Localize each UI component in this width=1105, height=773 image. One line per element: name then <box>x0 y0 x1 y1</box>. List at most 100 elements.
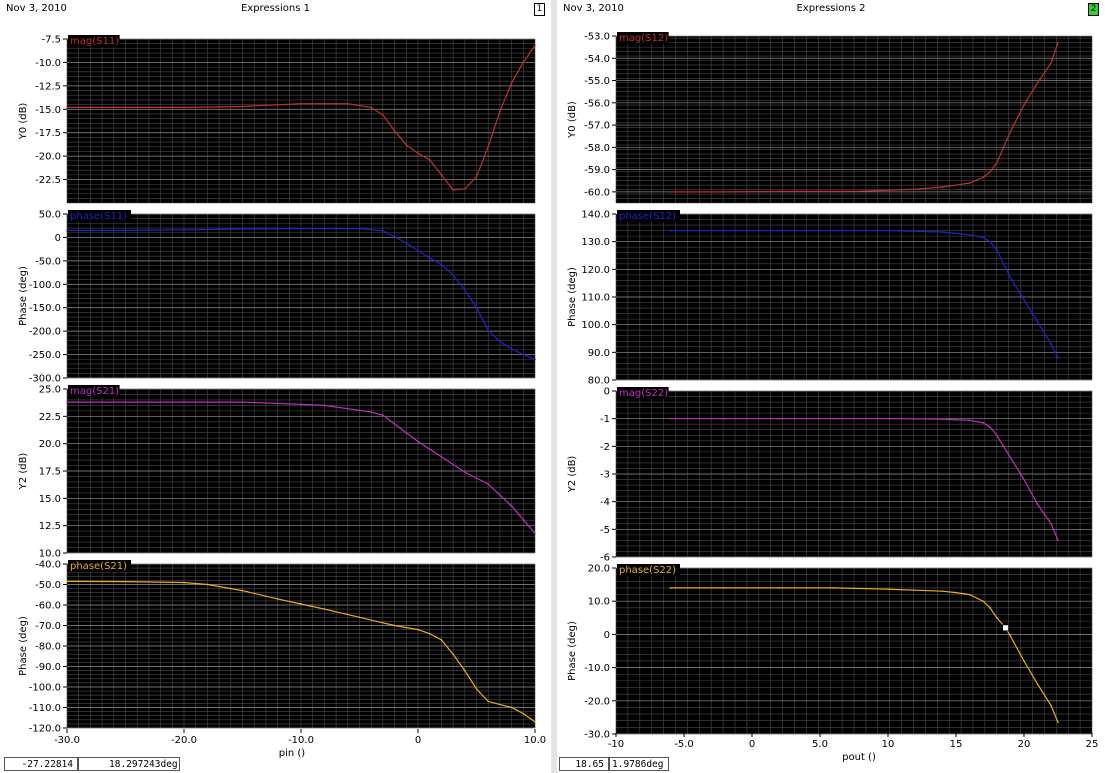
y-tick-label: -15.0 <box>35 105 61 116</box>
data-point <box>887 189 889 192</box>
x-tick-label: -30.0 <box>54 735 80 746</box>
x-tick-label: -5.0 <box>674 739 694 750</box>
plot-panel-mag-s22: 0 -1 -2 -3 -4 -5 -6 Y2 (dB) mag(S22) <box>567 387 1093 564</box>
data-point <box>382 114 384 116</box>
x-tick-label: 20 <box>1018 739 1031 750</box>
y-tick-label: 110.0 <box>581 293 610 304</box>
y-axis-label: Phase (deg) <box>567 621 578 681</box>
x-tick-label: 0 <box>749 739 755 750</box>
data-point <box>428 159 431 161</box>
x-tick-label: -10.0 <box>288 735 314 746</box>
window-index-badge[interactable]: 2 <box>1088 3 1099 16</box>
data-point <box>323 102 326 105</box>
data-point <box>860 190 862 192</box>
data-point <box>347 102 349 105</box>
data-point <box>499 110 501 112</box>
data-point <box>669 229 672 232</box>
y-axis-label: Y0 (dB) <box>567 101 578 139</box>
data-point <box>1036 81 1039 84</box>
data-point <box>300 227 302 230</box>
data-point <box>382 230 384 232</box>
plot-panel-phase-s11: 50.0 0 -50.0 -100.0 -150.0 -200.0 -250.0 -300.0… <box>18 210 536 385</box>
window-date: Nov 3, 2010 <box>563 3 624 14</box>
data-point <box>669 587 672 589</box>
series-line <box>670 42 1059 193</box>
y-tick-label: -20.0 <box>35 152 61 163</box>
data-point <box>887 417 889 420</box>
window-date: Nov 3, 2010 <box>6 3 67 14</box>
window-header: Nov 3, 2010 Expressions 1 1 <box>0 0 551 17</box>
y-axis-label: Y0 (dB) <box>18 103 29 141</box>
y-tick-label: 130.0 <box>581 237 610 248</box>
y-tick-label: 120.0 <box>581 265 610 276</box>
y-tick-label: 20.0 <box>588 564 610 575</box>
y-tick-label: -100.0 <box>29 280 61 291</box>
x-axis: -10 -5.0 0 5.0 10 15 20 25 pout () <box>608 733 1098 763</box>
y-axis-label: Phase (deg) <box>18 616 29 676</box>
y-tick-label: -80.0 <box>35 642 61 653</box>
y-tick-label: 10.0 <box>39 549 61 560</box>
data-point <box>989 171 991 173</box>
x-tick-label: 15 <box>950 739 963 750</box>
window-index-badge[interactable]: 1 <box>534 3 545 16</box>
trace-label: phase(S21) <box>70 561 127 572</box>
data-point <box>1009 276 1012 279</box>
data-point <box>464 188 466 190</box>
trace-label-bg <box>617 210 680 222</box>
trace-label-bg <box>617 564 680 576</box>
data-point <box>393 423 396 425</box>
trace-label-bg <box>68 560 131 572</box>
data-point <box>66 106 68 109</box>
data-point <box>440 639 443 641</box>
x-tick-label: 5.0 <box>812 739 828 750</box>
x-tick-label: 10.0 <box>524 735 546 746</box>
x-tick-label: -10 <box>608 739 624 750</box>
data-point <box>66 401 68 403</box>
data-point <box>982 176 984 179</box>
y-tick-label: 0 <box>604 630 610 641</box>
trace-label: mag(S11) <box>70 36 119 47</box>
data-point <box>323 404 326 407</box>
data-point <box>1036 321 1039 323</box>
data-point <box>778 229 780 232</box>
y-tick-label: -5 <box>600 525 610 536</box>
y-tick-label: -150.0 <box>29 303 61 314</box>
y-tick-label: 15.0 <box>39 494 61 505</box>
y-tick-label: -40.0 <box>35 560 61 571</box>
data-point <box>996 162 998 164</box>
data-point <box>393 130 396 132</box>
expressions-2-window: Nov 3, 2010 Expressions 2 2 -53.0 -54.0 -5… <box>557 0 1105 773</box>
y-tick-label: -110.0 <box>29 703 61 714</box>
data-point <box>510 706 513 709</box>
trace-label-bg <box>68 35 120 47</box>
plot-panel-mag-s11: -7.5 -10.0 -12.5 -15.0 -17.5 -20.0 -22.5 Y0 (dB… <box>18 35 536 204</box>
expressions-1-plots: -7.5 -10.0 -12.5 -15.0 -17.5 -20.0 -22.5 Y0 (dB… <box>18 35 546 760</box>
data-point <box>475 688 478 690</box>
data-point <box>996 434 998 437</box>
y-tick-label: -30.0 <box>584 730 610 741</box>
data-point <box>832 190 835 193</box>
data-point <box>1050 523 1052 525</box>
y-tick-label: 0 <box>55 233 61 244</box>
y-axis-label: Phase (deg) <box>567 267 578 327</box>
data-point <box>996 617 998 619</box>
y-tick-label: -1 <box>600 414 610 425</box>
data-point <box>724 229 726 232</box>
y-tick-label: 17.5 <box>39 467 61 478</box>
data-point <box>428 257 431 259</box>
data-point <box>487 483 490 485</box>
y-tick-label: 10.0 <box>588 597 610 608</box>
y-tick-label: -58.0 <box>584 143 610 154</box>
expressions-1-window: Nov 3, 2010 Expressions 1 1 -7.5 -10.0 -12… <box>0 0 551 773</box>
series-line <box>67 45 536 191</box>
data-point <box>241 589 244 592</box>
y-tick-label: -100.0 <box>29 683 61 694</box>
data-point <box>510 348 513 350</box>
data-point <box>778 587 780 589</box>
data-point <box>323 608 326 610</box>
y-readout: 1.9786deg <box>609 757 669 771</box>
y-tick-label: -250.0 <box>29 350 61 361</box>
data-point <box>124 229 127 232</box>
y-tick-label: -55.0 <box>584 76 610 87</box>
data-point <box>475 306 478 309</box>
